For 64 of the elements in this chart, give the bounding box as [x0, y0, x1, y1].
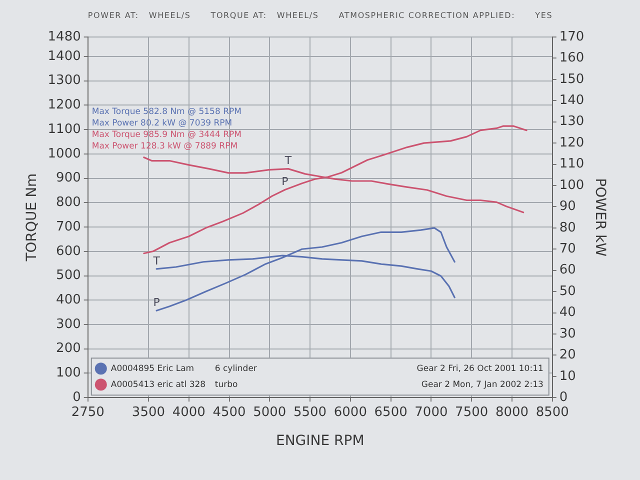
annotation: turbo — [214, 380, 238, 390]
y-tick-label: 1100 — [48, 122, 81, 137]
y-tick-label: 800 — [56, 195, 81, 210]
y-tick-label: 0 — [72, 390, 81, 405]
y2-tick-label: 130 — [559, 114, 584, 130]
y2-tick-label: 30 — [559, 326, 576, 342]
annotation: Max Torque 985.9 Nm @ 3444 RPM — [92, 130, 242, 140]
x-axis-title: ENGINE RPM — [276, 433, 364, 450]
y-tick-label: 1400 — [48, 48, 81, 64]
y2-tick-label: 150 — [559, 72, 584, 87]
annotation: Max Torque 582.8 Nm @ 5158 RPM — [92, 107, 242, 118]
annotation: T — [284, 154, 292, 168]
annotation: P — [282, 175, 289, 188]
y-tick-label: 300 — [56, 316, 81, 332]
y2-tick-label: 50 — [559, 284, 576, 299]
y-tick-label: 400 — [56, 292, 81, 308]
y2-tick-label: 110 — [559, 156, 584, 172]
y2-tick-label: 80 — [559, 220, 576, 236]
annotation: Max Power 128.3 kW @ 7889 RPM — [92, 142, 238, 152]
y-tick-label: 1000 — [48, 146, 81, 162]
x-tick-label: 4000 — [172, 404, 206, 420]
y2-tick-label: 70 — [559, 241, 576, 256]
y2-tick-label: 100 — [559, 178, 584, 193]
y-tick-label: 600 — [56, 244, 81, 259]
x-tick-label: 8000 — [495, 404, 529, 420]
y-tick-label: 200 — [56, 341, 81, 356]
y-tick-label: 900 — [56, 170, 81, 186]
legend-label: A0004895 Eric Lam — [110, 364, 194, 374]
y2-tick-label: 60 — [559, 262, 576, 278]
y-tick-label: 1200 — [48, 98, 81, 113]
y-tick-label: 1480 — [48, 29, 81, 44]
y2-tick-label: 40 — [559, 305, 576, 320]
annotation: P — [153, 296, 160, 309]
y2-tick-label: 120 — [559, 135, 584, 150]
x-tick-label: 5000 — [253, 404, 286, 420]
x-tick-label: 6000 — [334, 404, 367, 420]
x-tick-label: 5500 — [293, 404, 327, 420]
annotation: T — [152, 254, 160, 268]
y-tick-label: 500 — [56, 268, 81, 284]
y-tick-label: 1300 — [48, 73, 81, 88]
legend-label: A0005413 eric atl 328 — [110, 380, 206, 390]
y2-tick-label: 170 — [559, 29, 584, 44]
x-tick-label: 7000 — [414, 404, 448, 420]
x-tick-label: 6500 — [374, 404, 408, 420]
y-tick-label: 700 — [56, 219, 81, 234]
y2-tick-label: 160 — [559, 50, 584, 66]
y-axis-title: TORQUE Nm — [24, 173, 40, 262]
text: POWER AT: WHEEL/S TORQUE AT: WHEEL/S ATMOSPHERIC CORRECTION APPLIED: YES — [88, 11, 553, 20]
x-tick-label: 4500 — [212, 404, 246, 420]
y2-tick-label: 0 — [559, 390, 568, 405]
y-tick-label: 100 — [56, 366, 81, 381]
annotation: Gear 2 Fri, 26 Oct 2001 10:11 — [416, 364, 544, 374]
y2-tick-label: 90 — [559, 199, 576, 214]
x-tick-label: 2750 — [71, 404, 104, 420]
y2-tick-label: 20 — [559, 348, 576, 363]
y2-axis-title: POWER kW — [592, 178, 608, 257]
annotation: Max Power 80.2 kW @ 7039 RPM — [92, 118, 232, 129]
x-tick-label: 8500 — [536, 404, 569, 420]
x-tick-label: 7500 — [455, 404, 488, 420]
annotation: 6 cylinder — [214, 364, 258, 374]
x-tick-label: 3500 — [132, 404, 166, 420]
y2-tick-label: 140 — [559, 93, 584, 108]
y2-tick-label: 10 — [559, 368, 576, 384]
annotation: Gear 2 Mon, 7 Jan 2002 2:13 — [421, 380, 544, 390]
